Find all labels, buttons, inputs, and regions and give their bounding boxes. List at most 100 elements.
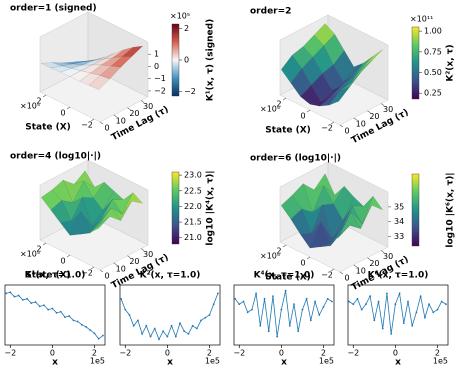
surface-patch	[351, 205, 372, 230]
y-tick-label: 0	[104, 272, 109, 281]
point	[432, 311, 435, 314]
panel-title: order=2	[250, 7, 291, 17]
x-tick-label: −2	[119, 349, 131, 358]
point	[141, 333, 144, 335]
y-tick	[99, 269, 104, 273]
x-axis-label: x	[167, 358, 173, 368]
point	[89, 329, 92, 332]
point	[402, 322, 405, 324]
x-tick-label: −2	[81, 269, 93, 278]
point	[423, 316, 426, 319]
x-tick-label: 0	[300, 112, 305, 121]
point	[284, 289, 287, 292]
colorbar-label: K¹(x, τ) (signed)	[206, 19, 216, 101]
point	[263, 297, 266, 300]
x-tick-label: −2	[321, 271, 333, 280]
point	[51, 307, 54, 310]
colorbar-tick-label: 21.0	[184, 233, 202, 242]
y-tick-label: 10	[356, 266, 366, 275]
line	[120, 293, 219, 341]
x-offset-label: ×10⁵	[20, 102, 40, 111]
point	[440, 300, 443, 303]
plot-frame	[347, 284, 449, 346]
colorbar-tick-label: 21.5	[184, 218, 202, 227]
colorbar-tick-label: 0.50	[424, 68, 442, 77]
point	[212, 303, 215, 306]
colorbar-label: log10 |K⁶(x, τ)|	[446, 172, 456, 247]
point	[93, 332, 96, 335]
y-tick	[339, 271, 344, 275]
z-tick-label: 1	[154, 50, 159, 59]
x-axis-label: x	[395, 358, 401, 368]
point	[267, 330, 270, 333]
x-axis-label: State (X)	[265, 126, 311, 136]
point	[136, 319, 139, 322]
z-tick-label: 35	[394, 202, 404, 211]
point	[330, 300, 333, 303]
x-tick	[282, 97, 287, 101]
point	[200, 319, 202, 322]
point	[124, 308, 127, 311]
colorbar-label: log10 |K⁴(x, τ)|	[206, 170, 216, 245]
y-tick	[127, 255, 131, 258]
point	[288, 324, 291, 327]
panel-title: order=6 (log10|·|)	[250, 154, 341, 164]
x-tick-label: −2	[321, 124, 333, 133]
y-tick-label: 0	[344, 274, 349, 283]
point	[407, 300, 409, 303]
y-tick-label: 20	[129, 109, 139, 118]
point	[145, 324, 148, 327]
surface-patch	[111, 201, 132, 221]
surface-patch	[88, 75, 111, 90]
x-tick-label: 2	[276, 247, 281, 256]
y-tick-label: 0	[344, 127, 349, 136]
point	[276, 335, 279, 338]
colorbar	[171, 23, 180, 97]
panel-title: K¹(x, τ=1.0)	[25, 271, 86, 281]
point	[72, 319, 75, 322]
y-tick-label: 10	[356, 119, 366, 128]
point	[68, 315, 71, 317]
x-tick	[306, 109, 311, 113]
point	[128, 314, 131, 316]
point	[322, 306, 325, 308]
point	[250, 308, 253, 311]
point	[326, 297, 329, 300]
y-tick-label: 30	[383, 252, 393, 261]
surface-patch	[89, 216, 110, 234]
colorbar-tick-label: −2	[184, 87, 196, 96]
line	[348, 291, 447, 334]
point	[293, 303, 295, 306]
x-tick-label: −2	[347, 349, 359, 358]
y-tick	[353, 264, 357, 268]
point	[179, 322, 181, 324]
y-tick	[140, 248, 145, 251]
z-tick-label: 0	[154, 62, 159, 71]
colorbar-tick-label: 1.00	[424, 27, 442, 36]
x-tick-label: 0	[393, 349, 398, 358]
colorbar-tick-label: 2	[184, 24, 189, 33]
point	[59, 310, 62, 313]
point	[158, 338, 160, 341]
x-tick-label: 0	[279, 349, 284, 358]
point	[309, 319, 312, 322]
point	[318, 314, 321, 316]
panel-title: order=4 (log10|·|)	[10, 152, 101, 162]
panel-title: K²(x, τ=1.0)	[140, 271, 201, 281]
point	[55, 311, 58, 314]
x-tick	[42, 242, 47, 246]
point	[428, 303, 430, 306]
point	[97, 337, 100, 340]
surface-patch	[50, 65, 72, 73]
point	[360, 308, 363, 311]
point	[356, 297, 359, 300]
x-tick-label: 2	[36, 97, 41, 106]
x-tick	[90, 118, 95, 122]
x-axis-label: State (X)	[265, 273, 311, 283]
point	[436, 308, 439, 311]
x-offset-label: ×10⁵	[260, 105, 280, 114]
surface-patch	[101, 56, 123, 67]
x-offset-label: 1e5	[433, 357, 448, 366]
point	[398, 292, 401, 295]
